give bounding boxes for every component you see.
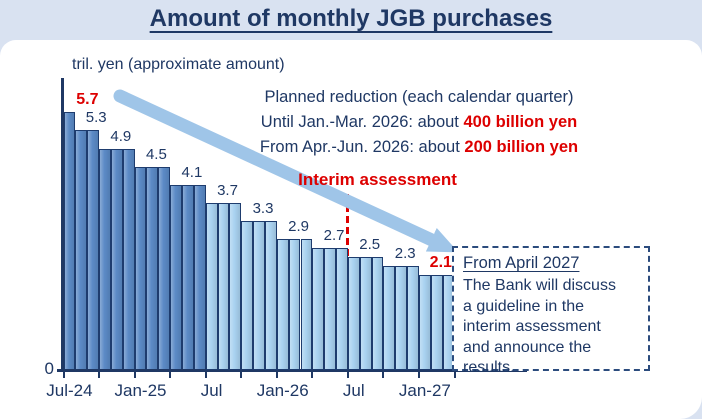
from-amount-value: 200 billion yen — [464, 138, 579, 156]
chart-bar — [312, 248, 325, 370]
x-axis-label: Jan-25 — [114, 381, 167, 400]
page-title: Amount of monthly JGB purchases — [149, 5, 553, 32]
info-box-body: The Bank will discuss a guideline in the… — [463, 277, 616, 376]
chart-bar — [407, 266, 419, 370]
chart-bar — [110, 148, 123, 370]
info-box-heading: From April 2027 — [463, 254, 580, 272]
x-axis-tick — [453, 372, 456, 378]
x-axis-tick — [169, 372, 172, 378]
chart-bar — [419, 275, 431, 370]
chart-bar — [324, 248, 337, 370]
chart-bar — [383, 266, 396, 370]
planned-reduction-until-line: Until Jan.-Mar. 2026: about 400 billion … — [260, 113, 578, 131]
x-axis-tick — [311, 372, 314, 378]
bar-value-label: 2.1 — [429, 254, 452, 272]
chart-bar — [371, 257, 384, 370]
chart-bar — [253, 220, 265, 370]
chart-bar — [205, 202, 218, 370]
until-amount-value: 400 billion yen — [463, 113, 578, 131]
x-axis-tick — [275, 372, 278, 378]
planned-reduction-title: Planned reduction (each calendar quarter… — [264, 88, 574, 106]
bar-value-label: 2.3 — [394, 245, 416, 262]
x-axis-tick — [382, 372, 385, 378]
chart-bar — [300, 238, 313, 370]
planned-reduction-from-line: From Apr.-Jun. 2026: about 200 billion y… — [259, 138, 579, 156]
bar-value-label: 5.3 — [85, 109, 107, 127]
bar-value-label: 2.5 — [359, 236, 381, 253]
chart-bar — [134, 166, 147, 370]
y-axis-unit-label: tril. yen (approximate amount) — [72, 56, 285, 73]
chart-bar — [229, 202, 242, 370]
chart-bar — [75, 130, 88, 370]
chart-bar — [430, 275, 443, 370]
x-axis-tick — [346, 372, 349, 378]
chart-bar — [395, 266, 408, 370]
chart-bar — [359, 257, 372, 370]
x-axis-tick — [133, 372, 136, 378]
x-axis-label: Jul — [200, 381, 223, 400]
x-axis-label: Jul-24 — [46, 381, 93, 400]
y-axis-origin-label: 0 — [44, 359, 54, 378]
x-axis-tick — [240, 372, 243, 378]
chart-bar — [288, 238, 301, 370]
chart-bar — [146, 166, 159, 370]
bar-value-label: 2.9 — [288, 217, 310, 235]
chart-bar — [99, 148, 111, 370]
bar-value-label: 4.9 — [110, 127, 132, 145]
chart-bar — [193, 184, 206, 370]
bar-value-label: 3.7 — [217, 181, 238, 199]
from-april-2027-box: From April 2027 The Bank will discuss a … — [452, 246, 650, 376]
planned-reduction-note: Planned reduction (each calendar quarter… — [220, 85, 618, 160]
bar-value-label: 4.1 — [181, 163, 203, 181]
chart-bar — [276, 238, 289, 370]
chart-bar — [122, 148, 135, 370]
chart-bar — [347, 257, 360, 370]
x-axis-tick — [98, 372, 100, 378]
chart-bar — [87, 130, 100, 370]
x-axis-tick — [204, 372, 207, 378]
x-axis-label: Jan-26 — [256, 381, 309, 400]
chart-bar — [182, 184, 194, 370]
bar-value-label: 4.5 — [145, 145, 167, 163]
bar-value-label: 3.3 — [252, 199, 274, 217]
chart-bar — [264, 220, 277, 370]
x-axis — [57, 369, 527, 372]
x-axis-label: Jul — [342, 381, 365, 400]
chart-bar — [241, 220, 254, 370]
chart-bar — [217, 202, 230, 370]
x-axis-tick — [418, 372, 420, 378]
chart-bar — [336, 248, 348, 370]
chart-bar — [63, 112, 76, 370]
x-axis-label: Jan-27 — [398, 381, 451, 400]
x-axis-tick — [62, 372, 65, 378]
bar-value-label: 2.7 — [323, 227, 345, 244]
interim-assessment-label: Interim assessment — [298, 170, 457, 189]
chart-bar — [158, 166, 171, 370]
y-axis — [61, 78, 64, 372]
chart-bar — [170, 184, 182, 370]
bar-value-label: 5.7 — [76, 91, 99, 109]
